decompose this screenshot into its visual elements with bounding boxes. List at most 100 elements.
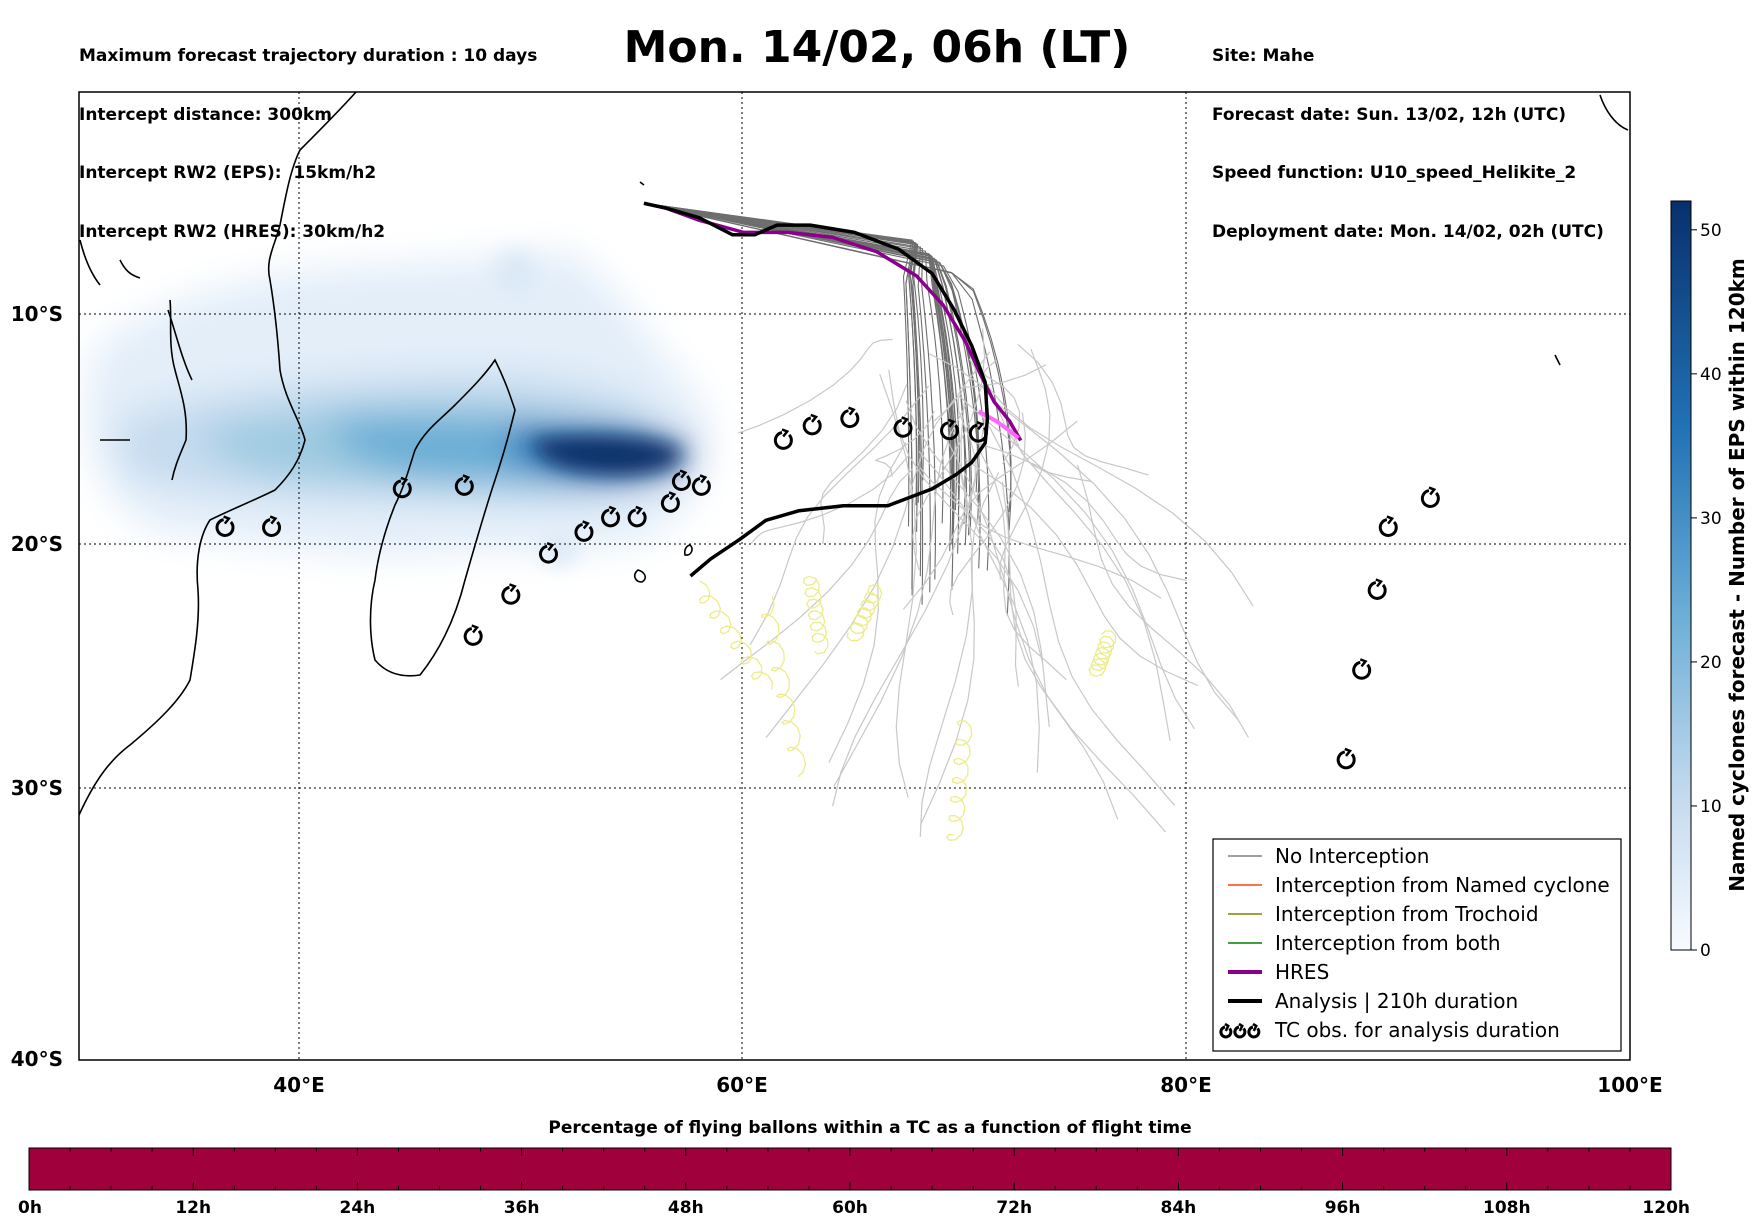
cyclone-icon bbox=[1219, 1022, 1261, 1039]
cyclone-icon bbox=[1336, 747, 1356, 770]
cyclone-arrow bbox=[582, 520, 590, 530]
eps-trajectory-looping bbox=[802, 575, 829, 655]
cyclone-icon bbox=[1233, 1022, 1247, 1039]
legend-label: Interception from Named cyclone bbox=[1275, 873, 1610, 897]
eps-trajectory-extended bbox=[902, 420, 1078, 610]
cyclone-icon bbox=[671, 469, 691, 491]
cyclone-arc bbox=[627, 508, 647, 528]
cyclone-arc bbox=[539, 544, 558, 564]
cyclone-arc bbox=[1219, 1025, 1233, 1039]
cyclone-icon bbox=[392, 476, 412, 499]
analysis-track bbox=[643, 201, 990, 578]
colorbar-tick-label: 40 bbox=[1700, 365, 1722, 385]
legend-item: TC obs. for analysis duration bbox=[1219, 1018, 1560, 1042]
cyclone-arrow bbox=[635, 505, 644, 515]
cyclone-icon bbox=[802, 413, 822, 436]
flight-bar-tick-label: 48h bbox=[668, 1198, 704, 1218]
cyclone-icon bbox=[893, 416, 913, 438]
flight-bar-tick-label: 84h bbox=[1161, 1198, 1197, 1218]
lon-tick-label: 80°E bbox=[1160, 1073, 1212, 1097]
header-right-info: Site: Mahe Forecast date: Sun. 13/02, 12… bbox=[1212, 8, 1604, 262]
cyclone-arc bbox=[1247, 1025, 1261, 1039]
cyclone-arrow bbox=[223, 515, 231, 525]
cyclone-arc bbox=[463, 627, 483, 646]
cyclone-arrow bbox=[400, 476, 409, 486]
cyclone-arc bbox=[671, 472, 691, 491]
legend-box bbox=[1212, 838, 1622, 1052]
legend-item: Interception from Trochoid bbox=[1228, 902, 1539, 926]
legend-item: Interception from Named cyclone bbox=[1228, 873, 1610, 897]
cyclone-icon bbox=[968, 421, 988, 443]
cyclone-icon bbox=[660, 491, 680, 513]
colorbar-tick-label: 30 bbox=[1700, 509, 1722, 529]
lat-tick-label: 40°S bbox=[11, 1047, 63, 1071]
lon-tick-label: 40°E bbox=[273, 1073, 325, 1097]
cyclone-arrow bbox=[1428, 486, 1437, 496]
tc-observations bbox=[215, 406, 1440, 770]
eps-trajectory-extended bbox=[933, 364, 1047, 422]
eps-trajectory-extended bbox=[749, 385, 930, 646]
gridlines bbox=[79, 92, 1630, 1060]
eps-trajectory bbox=[643, 202, 972, 535]
map-frame bbox=[78, 91, 1631, 1061]
eps-trajectory-extended bbox=[737, 338, 893, 434]
cyclone-arc bbox=[601, 508, 620, 528]
lon-axis: 40°E 60°E 80°E 100°E bbox=[273, 1073, 1662, 1097]
eps-trajectory bbox=[643, 202, 920, 503]
eps-trajectory-extended bbox=[828, 442, 907, 763]
cyclone-arrow bbox=[976, 421, 985, 431]
cyclone-arrow bbox=[1238, 1022, 1244, 1032]
eps-trajectory-extended bbox=[833, 402, 968, 787]
eps-trajectory-extended bbox=[974, 441, 1187, 582]
cyclone-arc bbox=[454, 476, 474, 496]
flight-bar-tick-label: 72h bbox=[996, 1198, 1032, 1218]
cyclone-icon bbox=[463, 624, 483, 646]
eps-trajectory-looping bbox=[699, 580, 773, 690]
eps-trajectory-extended bbox=[720, 468, 914, 681]
cyclone-arrow bbox=[810, 413, 819, 423]
cyclone-arc bbox=[893, 418, 913, 438]
cyclone-arc bbox=[501, 585, 521, 605]
eps-trajectory-extended bbox=[944, 437, 1167, 833]
colorbar-ticks: 0 10 20 30 40 50 bbox=[1691, 221, 1722, 961]
cyclone-arrow bbox=[901, 416, 909, 426]
colorbar: 0 10 20 30 40 50 Named cyclones forecast - Nu… bbox=[1670, 200, 1749, 961]
cyclone-icon bbox=[601, 505, 620, 528]
legend-label: Interception from both bbox=[1275, 931, 1501, 955]
flight-bar-tick-label: 24h bbox=[340, 1198, 376, 1218]
eps-trajectory-extended bbox=[968, 358, 1254, 607]
cyclone-arc bbox=[1352, 660, 1372, 680]
cyclone-arrow bbox=[679, 469, 688, 479]
legend-label: Interception from Trochoid bbox=[1275, 902, 1539, 926]
eps-trajectory bbox=[643, 202, 981, 569]
eps-trajectory-looping bbox=[946, 719, 973, 841]
colorbar-tick-label: 0 bbox=[1700, 941, 1711, 961]
colorbar-tick-label: 20 bbox=[1700, 653, 1722, 673]
eps-trajectory-extended bbox=[1077, 464, 1249, 738]
eps-trajectory-extended bbox=[874, 410, 935, 477]
legend-label: No Interception bbox=[1275, 844, 1429, 868]
cyclone-arrow bbox=[699, 474, 708, 484]
eps-trajectory bbox=[643, 202, 990, 571]
cyclone-arc bbox=[1233, 1025, 1247, 1039]
eps-trajectory-extended bbox=[918, 450, 1162, 599]
flight-bar-title: Percentage of flying ballons within a TC… bbox=[548, 1118, 1191, 1138]
cyclone-arrow bbox=[1252, 1022, 1258, 1032]
eps-trajectory-extended bbox=[1017, 343, 1149, 476]
cyclone-arrow bbox=[1386, 515, 1395, 525]
cyclone-icon bbox=[840, 406, 860, 429]
eps-trajectory-extended bbox=[994, 401, 1171, 741]
header-left-line: Maximum forecast trajectory duration : 1… bbox=[79, 46, 538, 66]
cyclone-icon bbox=[1219, 1022, 1233, 1039]
eps-trajectory-looping bbox=[1088, 630, 1117, 677]
eps-trajectory-extended bbox=[958, 395, 1195, 730]
page-title: Mon. 14/02, 06h (LT) bbox=[623, 22, 1131, 73]
colorbar-label: Named cyclones forecast - Number of EPS … bbox=[1725, 258, 1749, 892]
cyclone-arc bbox=[1378, 518, 1398, 537]
eps-trajectory bbox=[643, 202, 1012, 531]
cyclone-arrow bbox=[668, 491, 677, 501]
cyclone-arc bbox=[1420, 489, 1440, 508]
flight-bar-tick-label: 0h bbox=[18, 1198, 42, 1218]
trajectories bbox=[643, 201, 1254, 841]
